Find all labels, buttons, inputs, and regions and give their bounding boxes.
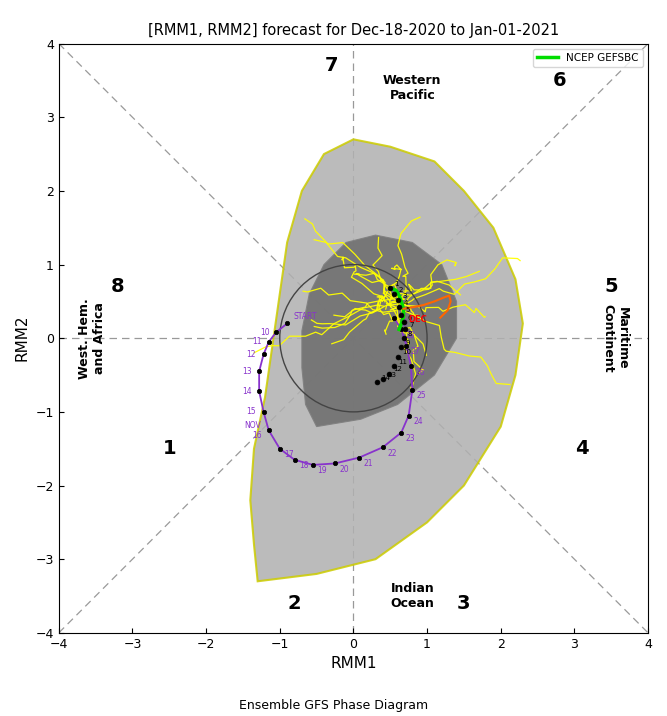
Text: 13: 13 <box>388 372 396 377</box>
Legend: NCEP GEFSBC: NCEP GEFSBC <box>533 49 643 67</box>
Point <box>384 368 394 379</box>
Point <box>392 351 403 362</box>
Point <box>258 406 269 417</box>
Point <box>392 294 403 306</box>
Text: 3: 3 <box>457 594 471 613</box>
Point <box>407 384 418 395</box>
Text: 6: 6 <box>408 315 412 321</box>
Text: 20: 20 <box>340 465 349 474</box>
Polygon shape <box>302 235 456 427</box>
Point <box>389 312 400 324</box>
Point <box>354 452 365 463</box>
Text: 22: 22 <box>388 449 397 458</box>
Text: Western
Pacific: Western Pacific <box>383 74 442 102</box>
Text: 29: 29 <box>398 319 408 328</box>
Y-axis label: RMM2: RMM2 <box>15 315 30 362</box>
Polygon shape <box>250 140 523 581</box>
Point <box>289 454 300 465</box>
Point <box>378 442 388 453</box>
Point <box>398 332 409 344</box>
Text: 17: 17 <box>284 450 293 459</box>
Text: 11: 11 <box>252 337 261 347</box>
Text: 4: 4 <box>404 300 408 306</box>
Point <box>271 326 281 338</box>
Text: Indian
Ocean: Indian Ocean <box>390 582 434 610</box>
Text: 11: 11 <box>398 359 408 365</box>
Text: 5: 5 <box>406 307 410 314</box>
Point <box>378 373 388 384</box>
Text: 6: 6 <box>553 71 566 90</box>
Point <box>396 427 407 438</box>
Text: Maritime
Continent: Maritime Continent <box>601 304 629 372</box>
Point <box>401 340 412 352</box>
Text: 2: 2 <box>398 287 403 293</box>
Point <box>406 360 416 372</box>
Text: 14: 14 <box>382 375 390 381</box>
Text: NOV
16: NOV 16 <box>245 420 261 440</box>
Text: 9: 9 <box>406 340 410 346</box>
Point <box>396 309 407 320</box>
Text: 24: 24 <box>413 417 423 426</box>
Point <box>394 301 404 313</box>
Text: START: START <box>293 311 317 321</box>
Text: Ensemble GFS Phase Diagram: Ensemble GFS Phase Diagram <box>239 699 428 712</box>
Text: 3: 3 <box>402 293 407 299</box>
Text: 21: 21 <box>364 459 374 468</box>
Text: 18: 18 <box>299 461 308 470</box>
Point <box>404 410 414 421</box>
Text: 2: 2 <box>287 594 301 613</box>
Point <box>307 459 318 470</box>
Point <box>258 349 269 360</box>
Text: 10: 10 <box>402 349 411 355</box>
Text: 23: 23 <box>406 434 416 443</box>
Text: 15: 15 <box>247 407 256 417</box>
Text: 13: 13 <box>242 367 251 376</box>
Text: 28: 28 <box>406 331 416 340</box>
Text: 8: 8 <box>111 277 125 296</box>
Text: 26: 26 <box>416 367 425 377</box>
Point <box>263 337 274 348</box>
Point <box>385 282 396 294</box>
Text: 1: 1 <box>395 281 399 287</box>
Point <box>389 289 400 300</box>
Point <box>329 458 340 469</box>
Text: 12: 12 <box>394 367 402 372</box>
Text: 12: 12 <box>247 350 256 359</box>
Text: 7: 7 <box>325 56 338 75</box>
Point <box>398 316 409 328</box>
X-axis label: RMM1: RMM1 <box>330 657 377 672</box>
Text: 25: 25 <box>417 391 426 400</box>
Point <box>254 366 265 377</box>
Text: 8: 8 <box>408 331 412 337</box>
Text: 14: 14 <box>242 387 251 396</box>
Text: 4: 4 <box>575 439 588 458</box>
Text: DEC: DEC <box>409 315 428 324</box>
Point <box>389 360 400 372</box>
Text: 7: 7 <box>410 322 414 328</box>
Point <box>396 342 407 353</box>
Text: West. Hem.
and Africa: West. Hem. and Africa <box>78 298 106 379</box>
Point <box>372 377 382 388</box>
Point <box>274 443 285 455</box>
Point <box>281 318 292 329</box>
Point <box>263 425 274 436</box>
Text: 19: 19 <box>317 466 327 475</box>
Title: [RMM1, RMM2] forecast for Dec-18-2020 to Jan-01-2021: [RMM1, RMM2] forecast for Dec-18-2020 to… <box>148 23 559 38</box>
Point <box>254 385 265 397</box>
Text: 10: 10 <box>261 328 270 337</box>
Text: 27: 27 <box>411 347 420 356</box>
Text: 5: 5 <box>604 277 618 296</box>
Point <box>396 324 407 335</box>
Point <box>400 324 410 335</box>
Text: 1: 1 <box>163 439 176 458</box>
